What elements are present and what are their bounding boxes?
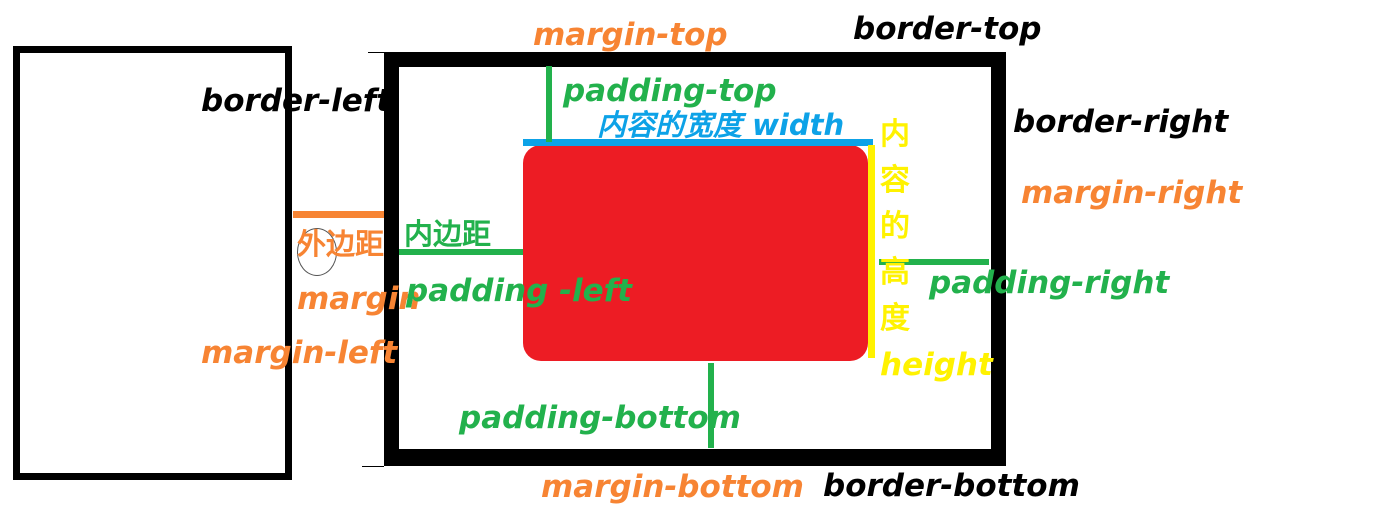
label-margin-left: margin-left [201,335,398,371]
label-content-height-en: height [880,347,993,383]
label-content-height-char: 高 [880,255,910,290]
label-padding-right: padding-right [929,265,1170,301]
label-margin: margin [297,281,421,317]
margin-bar [293,211,384,218]
label-content-height-char: 度 [880,301,910,336]
padding-top-bar [546,66,552,142]
label-content-height-char: 内 [880,117,910,152]
padding-right-bar [879,259,989,265]
label-outer-margin-cn: 外边距 [297,227,385,261]
label-padding-bottom: padding-bottom [459,400,741,436]
label-padding-top: padding-top [563,73,777,109]
adjacent-element-box [13,46,292,480]
element-border-box [384,52,1006,466]
label-content-height-char: 的 [880,209,910,244]
label-inner-padding-cn: 内边距 [404,217,492,251]
label-border-top: border-top [853,11,1042,47]
label-border-right: border-right [1013,104,1229,140]
padding-bottom-bar [708,363,714,448]
content-area [523,145,868,361]
label-border-bottom: border-bottom [823,468,1080,504]
tick-bottom-left [362,466,384,467]
label-padding-left: padding -left [406,273,632,309]
label-margin-right: margin-right [1021,175,1243,211]
label-margin-bottom: margin-bottom [541,469,804,505]
label-content-height: 内 容 的 高 度 height [880,112,993,383]
label-margin-top: margin-top [533,17,728,53]
tick-top-left [368,52,384,53]
circle-mark [297,228,337,276]
label-content-width: 内容的宽度 width [597,108,845,142]
content-width-bar [523,139,873,146]
label-border-left: border-left [201,83,392,119]
label-content-height-char: 容 [880,163,910,198]
content-height-bar [868,145,875,358]
padding-left-bar [399,249,523,255]
